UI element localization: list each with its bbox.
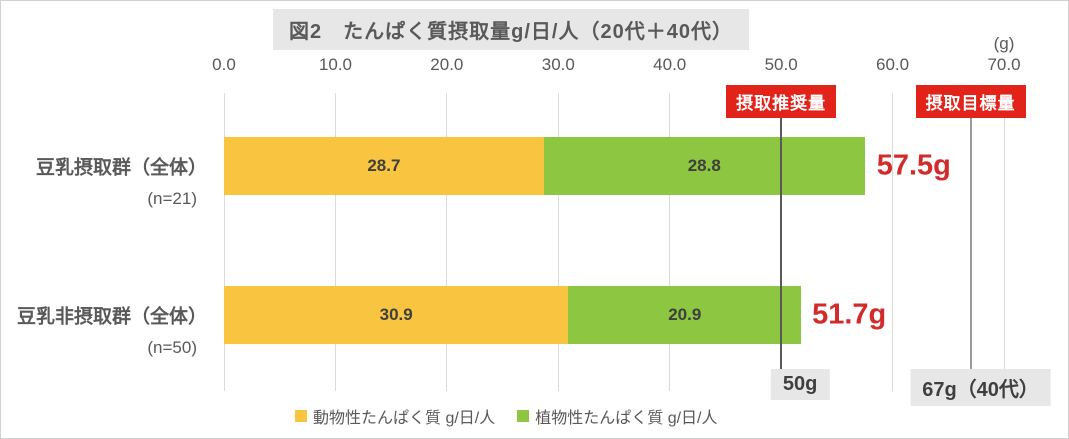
axis-tick-label: 20.0: [430, 55, 464, 74]
gridline-60: [892, 93, 894, 391]
reference-badge-1: 摂取推奨量: [726, 85, 837, 118]
axis-tick-label: 40.0: [653, 55, 687, 74]
gridline-20: [446, 93, 448, 391]
bar-segment-animal: 28.7: [224, 137, 544, 195]
reference-line-67: [969, 93, 972, 369]
axis-unit-label: (g): [993, 34, 1015, 53]
bar-segment-plant: 20.9: [568, 286, 802, 344]
total-label-1: 57.5g: [876, 149, 951, 182]
legend-label: 動物性たんぱく質 g/日/人: [313, 410, 496, 427]
gridline-70: [1003, 93, 1005, 391]
segment-value-label: 28.7: [367, 156, 401, 175]
axis-tick-label: 60.0: [876, 55, 910, 74]
bar-segment-animal: 30.9: [224, 286, 569, 344]
axis-tick-label: 70.0: [987, 55, 1021, 74]
legend-item-animal-protein: 動物性たんぱく質 g/日/人: [295, 404, 495, 428]
axis-tick-label: 0.0: [212, 55, 236, 74]
bar-segment-plant: 28.8: [543, 137, 865, 195]
category-label-2: 豆乳非摂取群（全体）: [16, 306, 207, 328]
reference-line-50: [780, 93, 783, 369]
category-sublabel-2: (n=50): [147, 338, 197, 357]
axis-tick-label: 10.0: [318, 55, 352, 74]
legend-swatch-icon: [295, 410, 307, 422]
segment-value-label: 28.8: [687, 156, 721, 175]
segment-value-label: 30.9: [379, 305, 413, 324]
axis-tick-label: 30.0: [541, 55, 575, 74]
reference-bottom-label-2: 67g（40代）: [910, 369, 1051, 406]
gridline-10: [334, 93, 336, 391]
segment-value-label: 20.9: [668, 305, 702, 324]
chart-title: 図2 たんぱく質摂取量g/日/人（20代＋40代）: [273, 9, 749, 50]
legend-swatch-icon: [517, 410, 530, 422]
reference-bottom-label-1: 50g: [770, 369, 830, 400]
category-label-1: 豆乳摂取群（全体）: [35, 157, 207, 179]
reference-badge-2: 摂取目標量: [915, 85, 1026, 118]
legend-item-plant-protein: 植物性たんぱく質 g/日/人: [517, 404, 718, 428]
category-sublabel-1: (n=21): [147, 189, 197, 208]
gridline-30: [557, 93, 559, 391]
gridline-40: [669, 93, 671, 391]
total-label-2: 51.7g: [812, 298, 887, 331]
axis-tick-label: 50.0: [764, 55, 798, 74]
legend: 動物性たんぱく質 g/日/人 植物性たんぱく質 g/日/人: [295, 404, 718, 428]
legend-label: 植物性たんぱく質 g/日/人: [535, 410, 718, 427]
gridline-0: [223, 93, 225, 391]
